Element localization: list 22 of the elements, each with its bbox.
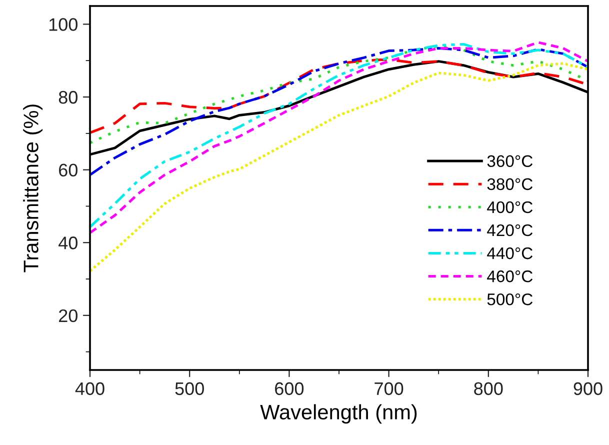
legend-label: 500°C	[487, 293, 533, 306]
x-tick-label: 600	[275, 382, 304, 396]
x-tick-label: 500	[175, 382, 204, 396]
legend-label: 440°C	[487, 247, 533, 260]
y-tick-label: 100	[49, 18, 78, 31]
x-axis-title: Wavelength (nm)	[260, 404, 417, 424]
y-tick-label: 40	[58, 236, 78, 250]
legend-label: 360°C	[487, 155, 533, 168]
x-tick-label: 900	[574, 382, 602, 396]
legend-label: 420°C	[487, 224, 533, 236]
y-tick-label: 60	[59, 164, 78, 177]
y-axis-title: Transmittance (%)	[23, 104, 43, 272]
x-tick-label: 700	[374, 382, 404, 396]
line-series	[90, 44, 588, 144]
line-series	[90, 46, 588, 176]
legend-label: 460°C	[487, 270, 533, 282]
y-tick-label: 20	[59, 309, 78, 322]
legend-label: 380°C	[487, 178, 533, 190]
y-tick-label: 80	[58, 90, 78, 104]
x-tick-label: 800	[474, 382, 503, 396]
legend-label: 400°C	[487, 201, 533, 214]
x-tick-label: 400	[75, 382, 104, 396]
